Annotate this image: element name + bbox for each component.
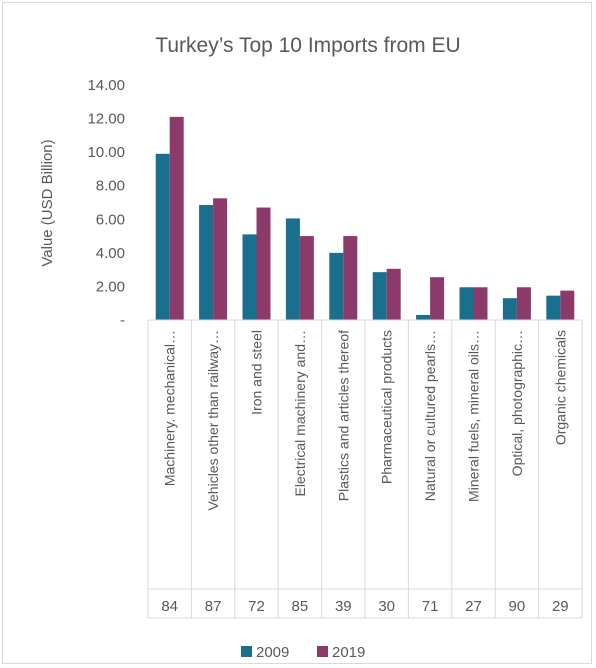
y-tick-label: 8.00 [96,178,125,195]
category-label: Optical, photographic… [509,330,525,476]
legend-swatch-2009 [241,646,252,657]
bar-2009-7 [416,314,431,320]
category-code: 29 [552,598,569,615]
category-label: Mineral fuels, mineral oils… [466,330,482,502]
bar-2019-2 [213,198,228,320]
bar-2009-8 [459,287,474,320]
category-label: Iron and steel [249,330,265,415]
category-label: Vehicles other than railway… [205,330,221,511]
bar-2019-8 [473,287,488,320]
bar-2019-7 [430,277,445,320]
category-table: Machinery. mechanical… 84 Vehicles other t… [147,319,583,619]
legend-swatch-2019 [317,646,328,657]
category-code: 71 [422,598,439,615]
bar-2019-6 [386,268,401,320]
category-label: Machinery. mechanical… [162,330,178,486]
category-label: Organic chemicals [552,330,568,445]
legend: 2009 2019 [241,644,365,661]
bar-2009-4 [285,218,300,320]
bar-2019-1 [169,116,184,321]
bar-2009-9 [502,298,517,320]
category-label: Plastics and articles thereof [335,330,351,501]
y-tick-label: 4.00 [96,245,125,262]
bars [155,116,575,321]
category-label: Natural or cultured pearls… [422,330,438,501]
category-code: 39 [335,598,352,615]
bar-2009-5 [329,252,344,320]
legend-label-2009: 2009 [256,644,289,661]
category-code: 87 [205,598,222,615]
bar-2019-4 [299,236,314,320]
category-label: Pharmaceutical products [379,330,395,484]
bar-2019-9 [516,287,531,320]
y-tick-label: 10.00 [87,144,125,161]
y-axis-ticks: - 2.00 4.00 6.00 8.00 10.00 12.00 14.00 [87,77,125,329]
bar-2009-10 [546,295,561,320]
y-tick-label: - [120,312,125,329]
category-code: 72 [248,598,265,615]
category-code: 27 [465,598,482,615]
bar-2009-6 [372,272,387,320]
category-code: 30 [378,598,395,615]
category-code: 84 [161,598,178,615]
y-tick-label: 6.00 [96,211,125,228]
category-code: 85 [292,598,309,615]
y-tick-label: 2.00 [96,278,125,295]
bar-2009-3 [242,234,257,320]
y-tick-label: 14.00 [87,77,125,94]
y-tick-label: 12.00 [87,111,125,128]
chart-title: Turkey’s Top 10 Imports from EU [155,34,460,57]
bar-2009-1 [155,153,170,320]
bar-2019-3 [256,207,271,320]
legend-label-2019: 2019 [332,644,365,661]
category-label: Electrical machinery and… [292,330,308,497]
bar-2009-2 [199,205,214,320]
y-axis-label: Value (USD Billion) [39,139,56,266]
category-code: 90 [509,598,526,615]
bar-2019-10 [560,290,575,320]
bar-2019-5 [343,236,358,320]
